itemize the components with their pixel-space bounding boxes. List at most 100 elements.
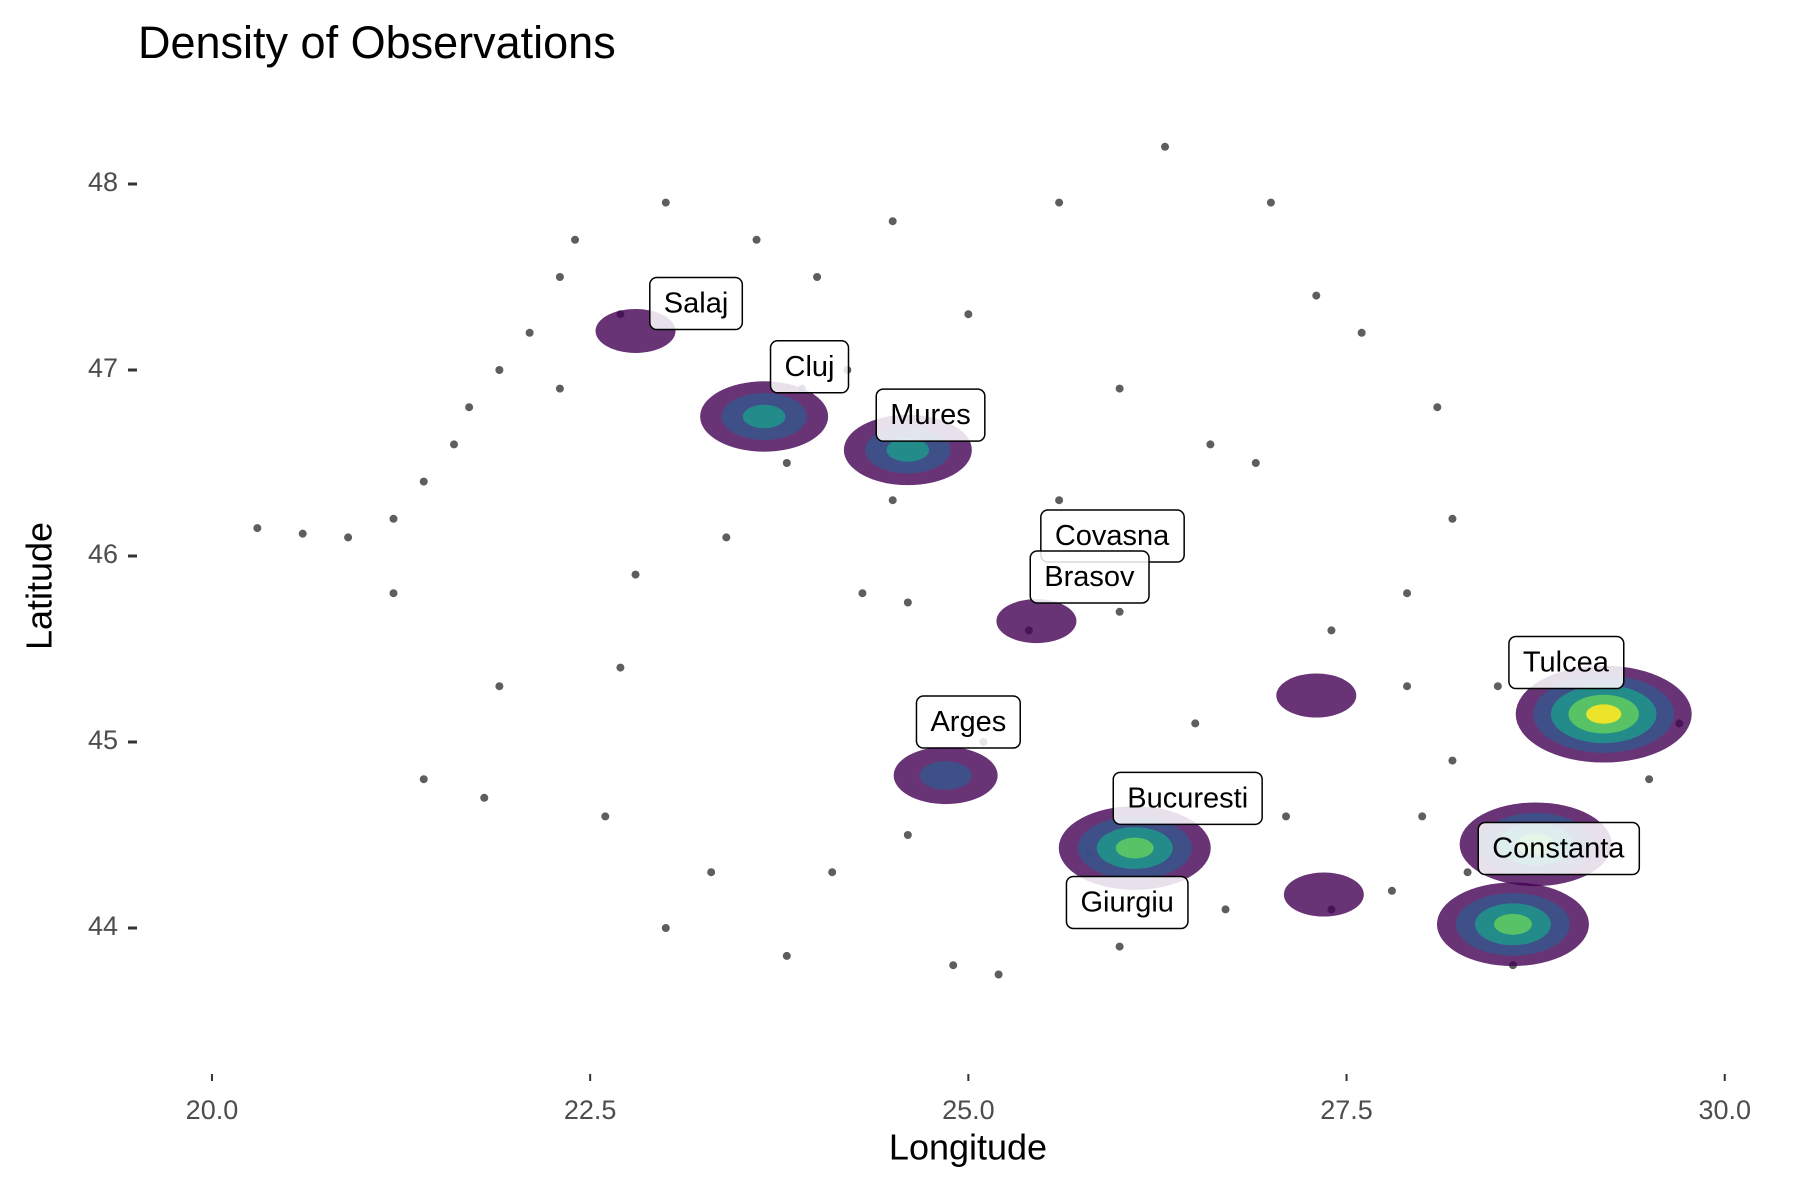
- density-contour: [1115, 837, 1154, 859]
- points-layer: [253, 142, 1684, 979]
- x-tick-label: 25.0: [942, 1095, 995, 1125]
- density-contour: [886, 438, 930, 462]
- annotation: Constanta: [1477, 821, 1641, 876]
- x-axis-title: Longitude: [889, 1127, 1047, 1168]
- point: [1055, 496, 1064, 505]
- annotation: Bucuresti: [1112, 771, 1263, 826]
- point: [1645, 775, 1654, 784]
- point: [949, 961, 958, 970]
- labels-layer: Salaj Cluj Mures Covasna Brasov Arges Bucurest…: [649, 276, 1641, 930]
- annotation: Mures: [875, 388, 986, 442]
- axes-layer: 20.0 22.5 25.0 27.5 30.0 44 45 46 47 48: [88, 167, 1751, 1125]
- point: [555, 384, 564, 393]
- point: [903, 831, 912, 839]
- annotation-label: Covasna: [1055, 520, 1170, 552]
- point: [419, 775, 428, 784]
- point: [616, 663, 625, 672]
- point: [964, 310, 973, 319]
- point: [1115, 607, 1124, 616]
- annotation: Tulcea: [1508, 635, 1625, 690]
- point: [903, 598, 912, 607]
- point: [858, 589, 867, 598]
- point: [389, 514, 398, 523]
- density-contour: [742, 404, 786, 429]
- annotation-box: [875, 388, 986, 442]
- y-tick-label: 45: [88, 725, 118, 755]
- annotation-box: [649, 276, 744, 331]
- point: [480, 793, 489, 802]
- annotation-label: Brasov: [1044, 561, 1135, 593]
- annotation-label: Mures: [890, 399, 971, 431]
- point: [1387, 886, 1396, 895]
- point: [1403, 682, 1412, 691]
- point: [1312, 291, 1321, 300]
- point: [1493, 682, 1502, 691]
- x-tick-label: 27.5: [1320, 1095, 1373, 1125]
- y-axis-title: Latitude: [19, 522, 60, 650]
- point: [495, 366, 504, 374]
- point: [1206, 440, 1215, 449]
- point: [1251, 459, 1260, 467]
- y-tick-label: 46: [88, 539, 118, 569]
- density-contour: [1276, 673, 1357, 718]
- point: [707, 868, 716, 877]
- point: [525, 328, 534, 337]
- density-contour: [1586, 704, 1622, 724]
- point: [661, 198, 670, 207]
- density-contour: [1493, 913, 1532, 935]
- point: [1448, 514, 1457, 523]
- point: [1115, 942, 1124, 951]
- point: [752, 235, 761, 244]
- point: [1327, 626, 1336, 635]
- annotation-label: Salaj: [664, 288, 729, 320]
- annotation-label: Cluj: [785, 351, 835, 383]
- annotation-label: Constanta: [1492, 833, 1625, 865]
- point: [631, 570, 640, 579]
- density-contour: [996, 599, 1077, 644]
- annotation-label: Bucuresti: [1127, 782, 1248, 814]
- annotation-box: [1508, 635, 1625, 690]
- point: [344, 533, 353, 542]
- point: [389, 589, 398, 598]
- point: [722, 533, 731, 542]
- y-tick-label: 44: [88, 911, 118, 941]
- density-layer: [595, 308, 1692, 967]
- annotation-box: [915, 695, 1021, 749]
- annotation: Cluj: [769, 340, 850, 394]
- point: [1055, 198, 1064, 207]
- point: [571, 235, 580, 244]
- point: [1221, 905, 1230, 914]
- chart-title: Density of Observations: [138, 17, 616, 68]
- point: [601, 812, 610, 821]
- point: [1357, 328, 1366, 337]
- annotation: Arges: [915, 695, 1021, 749]
- annotation-label: Tulcea: [1523, 647, 1610, 679]
- point: [1161, 142, 1170, 151]
- y-tick-label: 47: [88, 353, 118, 383]
- density-contour: [919, 761, 972, 790]
- point: [828, 868, 837, 877]
- x-tick-label: 30.0: [1698, 1095, 1751, 1125]
- point: [1403, 589, 1412, 598]
- point: [495, 682, 504, 691]
- point: [555, 273, 564, 281]
- point: [1433, 403, 1442, 412]
- annotation: Salaj: [649, 276, 744, 331]
- x-tick-label: 20.0: [186, 1095, 239, 1125]
- point: [1448, 756, 1457, 765]
- annotation-box: [1477, 821, 1641, 876]
- point: [888, 496, 897, 505]
- annotation: Brasov: [1029, 550, 1150, 604]
- annotation-box: [1029, 550, 1150, 604]
- x-tick-label: 22.5: [564, 1095, 617, 1125]
- point: [1418, 812, 1427, 821]
- point: [465, 403, 474, 412]
- annotation-box: [1112, 771, 1263, 826]
- point: [813, 273, 822, 281]
- annotation-box: [1065, 875, 1189, 930]
- point: [888, 217, 897, 226]
- point: [419, 477, 428, 486]
- point: [450, 440, 459, 449]
